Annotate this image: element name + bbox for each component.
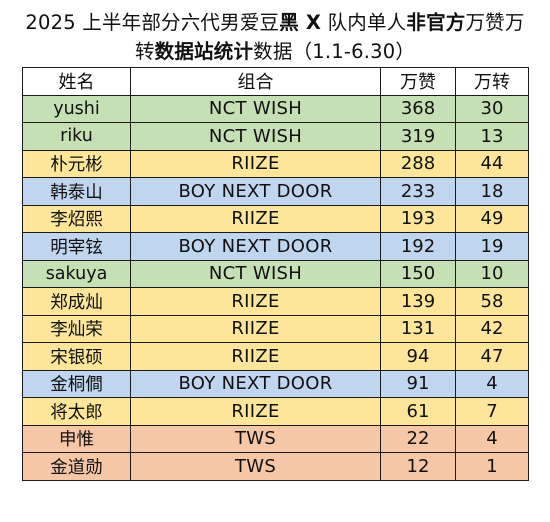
cell-reposts: 1: [455, 452, 529, 481]
cell-likes: 319: [380, 122, 456, 151]
cell-likes: 131: [380, 314, 456, 343]
cell-reposts: 10: [455, 259, 529, 288]
cell-name: riku: [22, 122, 131, 151]
table-row: 韩泰山 BOY NEXT DOOR 233 18: [22, 177, 529, 206]
title-segment: 数据站统计: [154, 40, 254, 63]
cell-reposts: 49: [455, 204, 529, 233]
cell-name: 将太郎: [22, 397, 131, 426]
title-segment: 队内单人: [321, 11, 407, 34]
cell-reposts: 7: [455, 397, 529, 426]
cell-reposts: 47: [455, 342, 529, 371]
cell-likes: 91: [380, 369, 456, 398]
table-row: riku NCT WISH 319 13: [22, 122, 529, 151]
cell-reposts: 18: [455, 177, 529, 206]
cell-name: 郑成灿: [22, 287, 131, 316]
cell-likes: 22: [380, 424, 456, 453]
cell-likes: 139: [380, 287, 456, 316]
cell-group: RIIZE: [130, 204, 381, 233]
cell-group: BOY NEXT DOOR: [130, 369, 381, 398]
title-segment: 2025 上半年部分六代男爱豆: [25, 11, 280, 34]
table-title-line-1: 2025 上半年部分六代男爱豆黑 X 队内单人非官方万赞万: [22, 8, 528, 37]
table-body: yushi NCT WISH 368 30 riku NCT WISH 319 13 朴元彬 RI…: [22, 94, 529, 481]
cell-group: RIIZE: [130, 342, 381, 371]
header-reposts: 万转: [455, 67, 529, 96]
cell-likes: 12: [380, 452, 456, 481]
cell-likes: 233: [380, 177, 456, 206]
cell-reposts: 19: [455, 232, 529, 261]
header-row: 姓名 组合 万赞 万转: [22, 67, 529, 96]
cell-group: RIIZE: [130, 149, 381, 178]
header-likes: 万赞: [380, 67, 456, 96]
cell-name: 申惟: [22, 424, 131, 453]
cell-group: NCT WISH: [130, 122, 381, 151]
cell-group: RIIZE: [130, 397, 381, 426]
cell-likes: 193: [380, 204, 456, 233]
title-segment: 黑 X: [279, 11, 322, 34]
table-row: 郑成灿 RIIZE 139 58: [22, 287, 529, 316]
cell-reposts: 30: [455, 94, 529, 123]
cell-name: yushi: [22, 94, 131, 123]
table-row: 明宰铉 BOY NEXT DOOR 192 19: [22, 232, 529, 261]
cell-group: TWS: [130, 452, 381, 481]
cell-name: 李炤熙: [22, 204, 131, 233]
cell-group: RIIZE: [130, 287, 381, 316]
cell-name: 金道勋: [22, 452, 131, 481]
table-row: 宋银硕 RIIZE 94 47: [22, 342, 529, 371]
cell-group: BOY NEXT DOOR: [130, 232, 381, 261]
table-row: 李灿荣 RIIZE 131 42: [22, 314, 529, 343]
cell-group: TWS: [130, 424, 381, 453]
cell-reposts: 42: [455, 314, 529, 343]
cell-reposts: 58: [455, 287, 529, 316]
title-segment: 非官方: [406, 11, 466, 34]
cell-reposts: 44: [455, 149, 529, 178]
table-row: 金桐僴 BOY NEXT DOOR 91 4: [22, 369, 529, 398]
table-row: 申惟 TWS 22 4: [22, 424, 529, 453]
table-row: 朴元彬 RIIZE 288 44: [22, 149, 529, 178]
table-row: 李炤熙 RIIZE 193 49: [22, 204, 529, 233]
table-row: yushi NCT WISH 368 30: [22, 94, 529, 123]
cell-likes: 61: [380, 397, 456, 426]
cell-name: 金桐僴: [22, 369, 131, 398]
cell-reposts: 4: [455, 369, 529, 398]
cell-group: NCT WISH: [130, 94, 381, 123]
cell-name: sakuya: [22, 259, 131, 288]
cell-name: 朴元彬: [22, 149, 131, 178]
stats-sheet: 2025 上半年部分六代男爱豆黑 X 队内单人非官方万赞万 转数据站统计数据（1…: [22, 8, 529, 481]
cell-name: 韩泰山: [22, 177, 131, 206]
cell-likes: 150: [380, 259, 456, 288]
cell-reposts: 13: [455, 122, 529, 151]
cell-name: 李灿荣: [22, 314, 131, 343]
table-title-line-2: 转数据站统计数据（1.1-6.30）: [22, 37, 528, 66]
title-segment: 转: [134, 40, 155, 63]
cell-group: RIIZE: [130, 314, 381, 343]
cell-likes: 94: [380, 342, 456, 371]
stats-table: 姓名 组合 万赞 万转 yushi NCT WISH 368 30 riku NCT WI…: [22, 67, 529, 481]
header-name: 姓名: [22, 67, 131, 96]
table-row: 将太郎 RIIZE 61 7: [22, 397, 529, 426]
table-row: 金道勋 TWS 12 1: [22, 452, 529, 481]
header-group: 组合: [130, 67, 381, 96]
table-row: sakuya NCT WISH 150 10: [22, 259, 529, 288]
title-segment: 数据（1.1-6.30）: [253, 40, 416, 63]
cell-likes: 288: [380, 149, 456, 178]
title-segment: 万赞万: [465, 11, 525, 34]
cell-group: BOY NEXT DOOR: [130, 177, 381, 206]
cell-name: 明宰铉: [22, 232, 131, 261]
cell-likes: 192: [380, 232, 456, 261]
cell-group: NCT WISH: [130, 259, 381, 288]
cell-likes: 368: [380, 94, 456, 123]
cell-reposts: 4: [455, 424, 529, 453]
cell-name: 宋银硕: [22, 342, 131, 371]
